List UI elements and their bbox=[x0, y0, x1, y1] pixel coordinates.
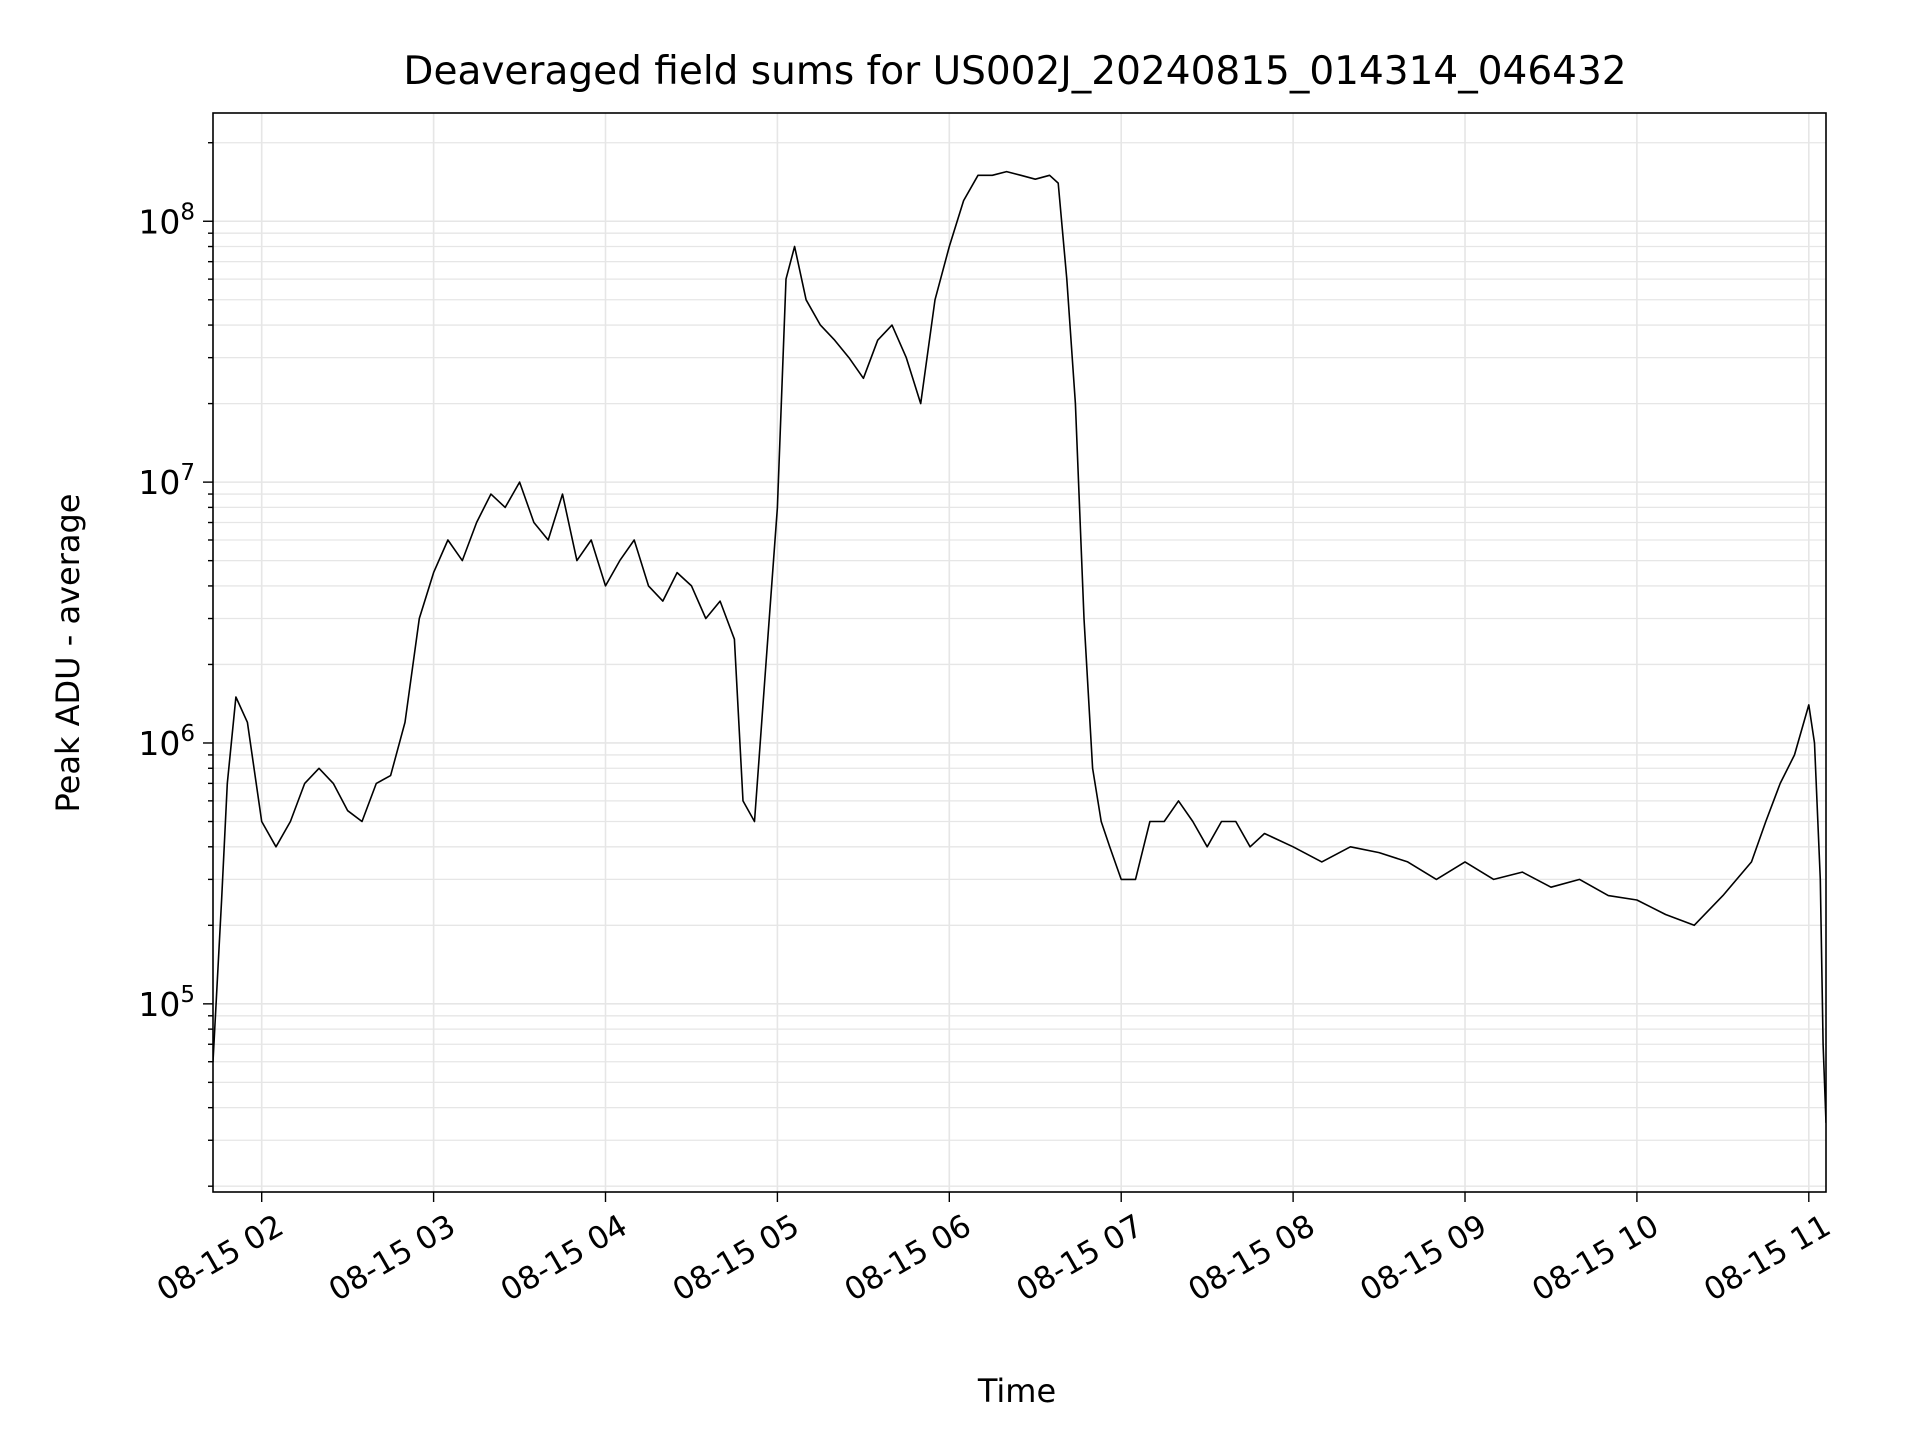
y-tick-label: 106 bbox=[138, 721, 195, 763]
y-tick-label: 107 bbox=[138, 460, 195, 502]
series-line-0 bbox=[213, 170, 1826, 1123]
plot-area bbox=[213, 170, 1826, 1123]
grid bbox=[213, 113, 1826, 1192]
y-tick-label: 105 bbox=[138, 982, 195, 1024]
x-axis-label: Time bbox=[977, 1372, 1056, 1410]
y-axis-label: Peak ADU - average bbox=[49, 494, 87, 813]
y-tick-label: 108 bbox=[138, 199, 195, 241]
chart-title: Deaveraged field sums for US002J_2024081… bbox=[403, 49, 1626, 94]
plot-frame bbox=[212, 112, 1827, 1193]
